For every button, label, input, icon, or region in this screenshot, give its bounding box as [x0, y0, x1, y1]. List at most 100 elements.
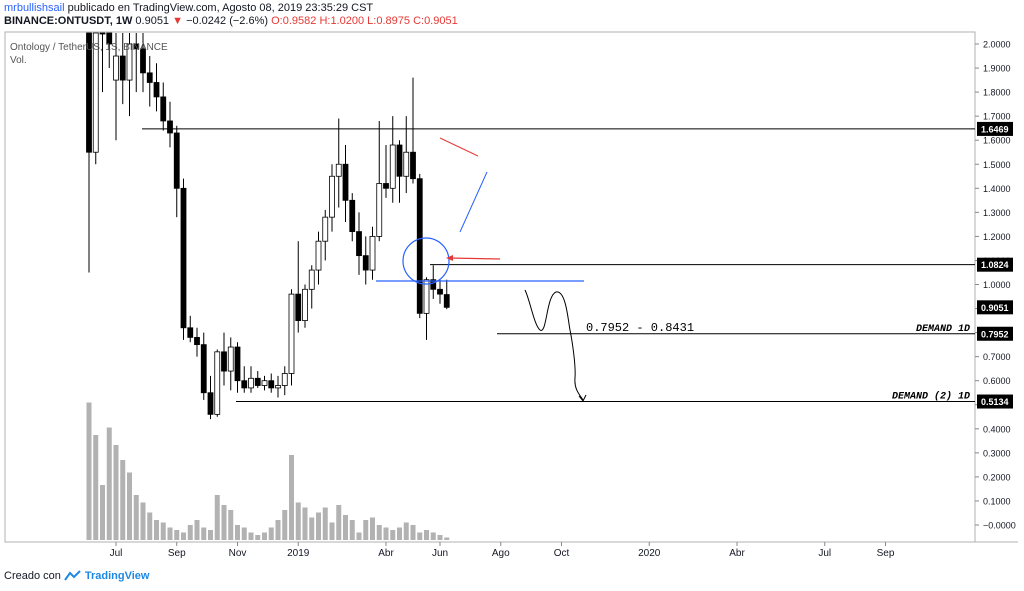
footer-created: Creado con [4, 570, 61, 582]
volume-bar [397, 527, 402, 540]
candle-body-up [389, 144, 396, 189]
price-tick-label: 1.5000 [983, 160, 1011, 170]
candle-body-down [99, 32, 106, 35]
footer: Creado con TradingView [4, 570, 149, 582]
red-trend-line [439, 137, 479, 157]
level-price-label: 1.6469 [981, 124, 1009, 134]
volume-bar [106, 427, 112, 540]
candle-body-up [403, 151, 410, 177]
candle-body-down [140, 48, 146, 74]
candle-body-up [281, 373, 288, 386]
open-label: O: [271, 15, 283, 27]
volume-bar [133, 495, 139, 540]
candle [349, 193, 356, 242]
volume-bar [437, 535, 443, 540]
volume-bar [255, 535, 261, 540]
volume-bar [329, 522, 335, 540]
price-tick-label: 0.6000 [983, 376, 1011, 386]
candle [221, 332, 227, 386]
volume-bar [282, 510, 288, 540]
candle [335, 118, 342, 208]
last-price: 0.9051 [135, 15, 170, 27]
author-link[interactable]: mrbullishsail [4, 2, 65, 14]
candle-body-down [437, 288, 443, 295]
drawings-layer [376, 137, 587, 402]
volume-bar [140, 502, 146, 540]
volume-bar [383, 527, 389, 540]
candle [86, 32, 92, 273]
candle [167, 101, 173, 148]
candle [133, 33, 140, 93]
volume-bar [228, 510, 234, 540]
price-tick-label: 1.2000 [983, 232, 1011, 242]
candle [194, 327, 200, 357]
volume-bar [187, 525, 193, 540]
candle [403, 116, 410, 194]
candle [288, 289, 295, 386]
candle-body-down [295, 293, 302, 321]
candle [146, 56, 153, 107]
volume-bar [262, 532, 267, 540]
candle [126, 33, 133, 117]
candle [140, 33, 146, 93]
footer-brand[interactable]: TradingView [84, 570, 150, 582]
range-annotation: 0.7952 - 0.8431 [586, 321, 694, 335]
close-value: 0.9051 [424, 15, 458, 27]
candle [356, 212, 362, 275]
tradingview-logo-icon [64, 570, 81, 581]
projection-path [524, 289, 584, 401]
close-label: C: [413, 15, 425, 27]
current-price-tag [977, 300, 1013, 315]
volume-bar [221, 505, 227, 540]
level-price-label: 1.0824 [981, 260, 1009, 270]
volume-bar [403, 522, 409, 540]
candle [268, 373, 275, 393]
candle-body-up [423, 279, 430, 314]
price-tick-label: 1.8000 [983, 88, 1011, 98]
blue-circle-drawing [402, 237, 450, 285]
volume-bar [160, 522, 166, 540]
candle-body-down [416, 178, 423, 314]
candle [241, 366, 248, 393]
volume-bar [309, 517, 315, 540]
volume-bar [349, 520, 355, 540]
level-price-tag [977, 326, 1013, 341]
high-label: H: [319, 15, 331, 27]
candle [200, 332, 207, 400]
candle-body-up [329, 175, 335, 218]
candle-body-up [335, 163, 342, 177]
candle-body-up [315, 240, 322, 271]
volume-bar [208, 530, 213, 540]
candle-body-down [356, 231, 362, 257]
level-price-label: 0.5134 [981, 397, 1009, 407]
level-price-tag [977, 394, 1013, 409]
volume-bar [376, 525, 382, 540]
candle-body-down [254, 377, 261, 386]
candle [153, 63, 160, 112]
candle-body-down [146, 72, 153, 83]
time-axis: Jul Sep Nov 2019 Abr Jun Ago Oct 2020 Abr Jul Sep [110, 542, 895, 559]
price-tick-label: 1.3000 [983, 208, 1011, 218]
volume-bar [316, 512, 321, 540]
volume-bar [100, 485, 105, 540]
candle-body-down [396, 144, 403, 177]
volume-bar [167, 527, 173, 540]
candle-body-down [86, 32, 92, 153]
price-tick-label: 0.2000 [983, 472, 1011, 482]
volume-bar [343, 515, 348, 540]
price-tick-label: 1.0000 [983, 280, 1011, 290]
candle [308, 265, 315, 309]
volume-bar [370, 517, 375, 540]
volume-bar [235, 525, 240, 540]
candle [106, 32, 113, 69]
candle [376, 120, 383, 242]
candle-body-up [322, 216, 329, 242]
candle-body-down [349, 199, 356, 232]
volume-bar [268, 527, 274, 540]
red-arrow-line [447, 257, 501, 260]
volume-bar [93, 435, 99, 540]
candle-body-up [288, 293, 295, 374]
candle-body-up [261, 380, 268, 386]
candle-body-down [194, 337, 200, 346]
